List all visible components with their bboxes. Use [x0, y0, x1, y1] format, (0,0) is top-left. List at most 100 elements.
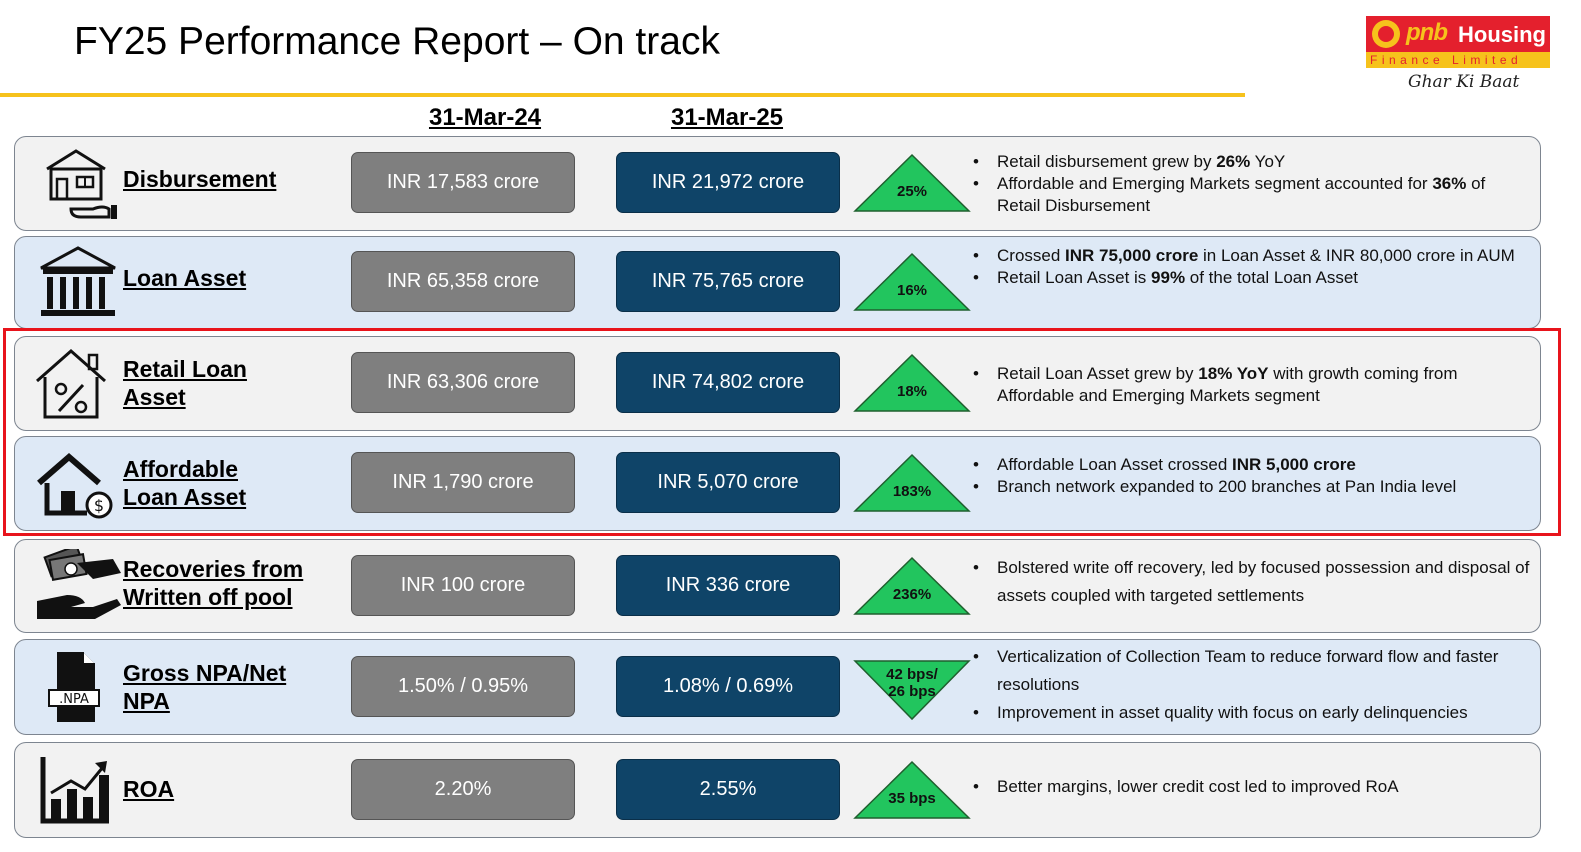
commentary-item: Retail Loan Asset grew by 18% YoY with g…	[973, 363, 1533, 407]
metric-label-line: Loan Asset	[123, 265, 247, 291]
increase-triangle-icon: 35 bps	[853, 760, 971, 820]
house-hand-icon	[33, 147, 123, 221]
commentary-text: Retail Loan Asset is	[997, 268, 1152, 287]
bank-building-icon	[33, 246, 123, 320]
title-underline	[0, 93, 1245, 97]
increase-triangle-icon: 25%	[853, 153, 971, 213]
bar-chart-icon	[33, 753, 123, 827]
commentary-item: Better margins, lower credit cost led to…	[973, 773, 1533, 801]
logo-name: Housing	[1458, 22, 1546, 47]
change-label-line: 236%	[892, 586, 932, 603]
metric-label: Retail Loan Asset	[123, 355, 323, 411]
commentary-list: Crossed INR 75,000 crore in Loan Asset &…	[973, 245, 1533, 289]
increase-triangle-icon: 183%	[853, 453, 971, 513]
commentary-text: of Retail Disbursement	[997, 174, 1486, 215]
value-curr: INR 336 crore	[616, 555, 840, 616]
logo-tagline: Ghar Ki Baat	[1408, 72, 1520, 92]
npa-document-icon: .NPA	[33, 650, 123, 724]
metric-label: ROA	[123, 775, 323, 803]
value-curr: 1.08% / 0.69%	[616, 656, 840, 717]
commentary-text: Affordable and Emerging Markets segment …	[997, 174, 1433, 193]
metric-label-line: Retail Loan	[123, 356, 247, 382]
commentary-emphasis: 26%	[1216, 152, 1251, 171]
house-percent-icon	[33, 347, 123, 421]
svg-text:$: $	[94, 496, 104, 515]
commentary-text: Better margins, lower credit cost led to…	[997, 777, 1399, 796]
metric-label: Gross NPA/Net NPA	[123, 659, 323, 715]
commentary-text: Branch network expanded to 200 branches …	[997, 477, 1457, 496]
value-prev: INR 63,306 crore	[351, 352, 575, 413]
value-prev: 2.20%	[351, 759, 575, 820]
commentary-item: Verticalization of Collection Team to re…	[973, 643, 1533, 699]
commentary-item: Branch network expanded to 200 branches …	[973, 476, 1533, 498]
commentary-emphasis: 99%	[1151, 268, 1186, 287]
metric-label-line: Written off pool	[123, 584, 293, 610]
metric-label: Loan Asset	[123, 264, 323, 292]
commentary-text: with growth coming from Affordable and E…	[997, 364, 1458, 405]
metric-label: Recoveries from Written off pool	[123, 555, 323, 611]
commentary-list: Affordable Loan Asset crossed INR 5,000 …	[973, 454, 1533, 498]
metric-label-line: NPA	[123, 688, 170, 714]
value-prev: 1.50% / 0.95%	[351, 656, 575, 717]
metric-label-line: Disbursement	[123, 166, 277, 192]
commentary-item: Improvement in asset quality with focus …	[973, 699, 1533, 727]
value-curr: INR 5,070 crore	[616, 452, 840, 513]
metric-row: Disbursement INR 17,583 crore INR 21,972 c…	[14, 136, 1541, 231]
increase-triangle-icon: 18%	[853, 353, 971, 413]
commentary-text: Retail disbursement grew by	[997, 152, 1217, 171]
commentary-text: Crossed	[997, 246, 1066, 265]
value-prev: INR 17,583 crore	[351, 152, 575, 213]
commentary-text: of the total Loan Asset	[1185, 268, 1359, 287]
change-label: 183%	[853, 483, 971, 500]
value-prev: INR 65,358 crore	[351, 251, 575, 312]
metric-label-line: ROA	[123, 776, 175, 802]
commentary-text: Improvement in asset quality with focus …	[997, 703, 1468, 722]
commentary-emphasis: 18% YoY	[1198, 364, 1269, 383]
commentary-text: in Loan Asset & INR 80,000 crore in AUM	[1198, 246, 1515, 265]
metric-row: Recoveries from Written off pool INR 100 c…	[14, 539, 1541, 633]
commentary-item: Affordable and Emerging Markets segment …	[973, 173, 1533, 217]
value-curr: INR 21,972 crore	[616, 152, 840, 213]
commentary-list: Retail disbursement grew by 26% YoYAffor…	[973, 151, 1533, 217]
metric-label: Disbursement	[123, 165, 323, 193]
metric-label-line: Gross NPA/Net	[123, 660, 287, 686]
value-curr: INR 74,802 crore	[616, 352, 840, 413]
metric-row: Retail Loan Asset INR 63,306 crore INR 74,8…	[14, 336, 1541, 431]
column-header-curr: 31-Mar-25	[670, 104, 784, 131]
metric-row: $ Affordable Loan Asset INR 1,790 crore INR …	[14, 436, 1541, 531]
commentary-text: YoY	[1250, 152, 1286, 171]
metric-row: .NPA Gross NPA/Net NPA 1.50% / 0.95% 1.08% /…	[14, 639, 1541, 735]
metric-label-line: Affordable	[123, 456, 238, 482]
value-prev: INR 1,790 crore	[351, 452, 575, 513]
commentary-text: Retail Loan Asset grew by	[997, 364, 1199, 383]
metric-row: Loan Asset INR 65,358 crore INR 75,765 cro…	[14, 236, 1541, 329]
money-hands-icon	[33, 544, 123, 623]
change-label-line: 26 bps	[888, 683, 936, 700]
commentary-list: Retail Loan Asset grew by 18% YoY with g…	[973, 363, 1533, 407]
metric-label-line: Asset	[123, 384, 186, 410]
change-label: 25%	[853, 183, 971, 200]
change-label: 35 bps	[853, 790, 971, 807]
change-label: 16%	[853, 282, 971, 299]
change-label: 42 bps/26 bps	[853, 666, 971, 700]
commentary-emphasis: INR 5,000 crore	[1232, 455, 1356, 474]
increase-triangle-icon: 16%	[853, 252, 971, 312]
change-label-line: 35 bps	[888, 790, 936, 807]
commentary-list: Verticalization of Collection Team to re…	[973, 643, 1533, 727]
page-title: FY25 Performance Report – On track	[74, 20, 720, 63]
value-curr: 2.55%	[616, 759, 840, 820]
commentary-item: Retail disbursement grew by 26% YoY	[973, 151, 1533, 173]
value-prev: INR 100 crore	[351, 555, 575, 616]
increase-triangle-icon: 236%	[853, 556, 971, 616]
logo-sub: Finance Limited	[1370, 53, 1523, 67]
commentary-list: Better margins, lower credit cost led to…	[973, 773, 1533, 801]
commentary-item: Affordable Loan Asset crossed INR 5,000 …	[973, 454, 1533, 476]
commentary-text: Verticalization of Collection Team to re…	[997, 647, 1499, 694]
change-label-line: 25%	[896, 183, 928, 200]
commentary-item: Retail Loan Asset is 99% of the total Lo…	[973, 267, 1533, 289]
house-dollar-icon: $	[33, 447, 123, 521]
metric-row: ROA 2.20% 2.55% 35 bps Better margins, lower…	[14, 742, 1541, 838]
commentary-item: Crossed INR 75,000 crore in Loan Asset &…	[973, 245, 1533, 267]
decrease-triangle-icon: 42 bps/26 bps	[853, 657, 971, 721]
change-label: 18%	[853, 383, 971, 400]
